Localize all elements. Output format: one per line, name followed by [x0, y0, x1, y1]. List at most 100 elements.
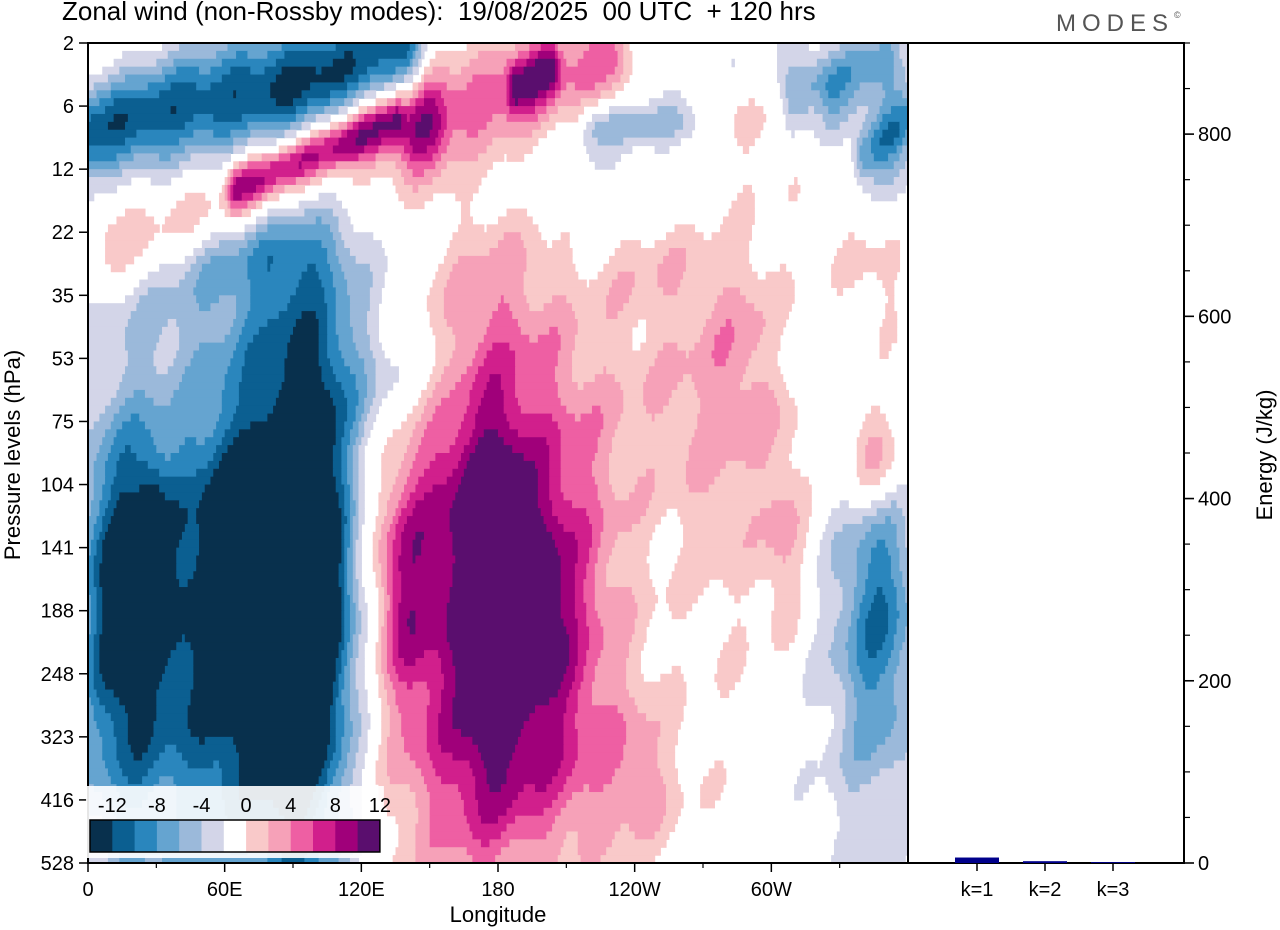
field-cell [617, 271, 636, 281]
field-cell [572, 768, 616, 777]
field-cell [105, 508, 115, 517]
field-cell [352, 587, 360, 596]
field-cell [341, 587, 345, 596]
field-cell [295, 287, 325, 296]
field-cell [349, 318, 368, 328]
field-cell [819, 594, 844, 604]
field-cell [372, 547, 380, 557]
field-cell [489, 318, 519, 328]
field-cell [401, 728, 428, 738]
field-cell [335, 326, 354, 336]
field-cell [560, 484, 599, 494]
field-cell [611, 484, 636, 494]
field-cell [549, 476, 562, 486]
field-cell [344, 492, 351, 501]
field-cell [335, 161, 377, 170]
field-cell [415, 531, 425, 541]
field-cell [885, 240, 901, 249]
field-cell [492, 113, 508, 123]
field-cell [196, 508, 342, 517]
field-cell [865, 626, 889, 635]
field-cell [386, 736, 405, 746]
field-cell [569, 650, 579, 659]
field-cell [714, 760, 724, 769]
field-cell [480, 839, 491, 848]
colorbar-swatch [156, 820, 180, 852]
field-cell [905, 66, 908, 76]
field-cell [429, 318, 448, 328]
field-cell [301, 137, 311, 147]
field-cell [90, 508, 100, 517]
field-cell [162, 855, 268, 863]
field-cell [552, 823, 622, 833]
field-cell [236, 311, 249, 320]
field-cell [506, 98, 510, 107]
field-cell [560, 66, 616, 76]
field-cell [355, 547, 362, 557]
field-cell [443, 366, 468, 375]
field-cell [335, 413, 348, 423]
field-cell [449, 240, 499, 249]
field-cell [93, 665, 100, 675]
field-cell [341, 744, 351, 754]
field-cell [358, 594, 365, 604]
field-cell [563, 839, 579, 848]
field-cell [452, 129, 468, 139]
field-cell [460, 792, 476, 801]
field-cell [233, 736, 331, 746]
field-cell [597, 547, 613, 557]
field-cell [398, 626, 411, 635]
field-cell [375, 650, 382, 659]
field-cell [623, 137, 681, 147]
field-cell [93, 681, 106, 691]
field-cell [105, 248, 143, 257]
field-cell [406, 500, 417, 509]
field-cell [429, 287, 445, 296]
field-cell [278, 153, 291, 162]
field-cell [441, 658, 454, 667]
field-cell [392, 113, 402, 123]
field-cell [344, 602, 351, 612]
field-cell [557, 792, 573, 801]
field-cell [375, 358, 391, 367]
field-cell [873, 129, 883, 139]
field-cell [125, 326, 163, 336]
field-cell [213, 453, 223, 462]
field-cell [204, 736, 234, 746]
field-cell [88, 571, 95, 580]
field-cell [859, 169, 901, 178]
field-cell [609, 255, 664, 265]
field-cell [184, 145, 234, 154]
field-cell [688, 484, 710, 494]
field-cell [267, 50, 286, 60]
field-cell [190, 263, 203, 273]
field-cell [475, 413, 508, 423]
field-cell [657, 760, 676, 769]
field-cell [771, 579, 801, 588]
field-cell [193, 673, 337, 683]
field-cell [577, 658, 587, 667]
field-cell [506, 82, 510, 91]
field-cell [335, 697, 342, 706]
field-cell [88, 555, 95, 564]
field-cell [438, 263, 454, 273]
field-cell [591, 531, 602, 541]
field-cell [896, 539, 906, 549]
field-cell [771, 618, 798, 628]
field-cell [700, 799, 715, 809]
field-cell [873, 594, 886, 604]
field-cell [133, 389, 146, 399]
field-cell [888, 602, 898, 612]
field-cell [888, 658, 901, 667]
field-cell [870, 555, 892, 564]
field-cell [187, 721, 331, 730]
field-cell [406, 413, 422, 423]
energy-bar [1091, 862, 1135, 863]
field-cell [352, 468, 360, 478]
field-cell [278, 311, 303, 320]
field-cell [831, 271, 864, 281]
field-cell [401, 571, 454, 580]
field-cell [557, 106, 585, 115]
field-cell [164, 492, 203, 501]
field-cell [275, 58, 334, 68]
